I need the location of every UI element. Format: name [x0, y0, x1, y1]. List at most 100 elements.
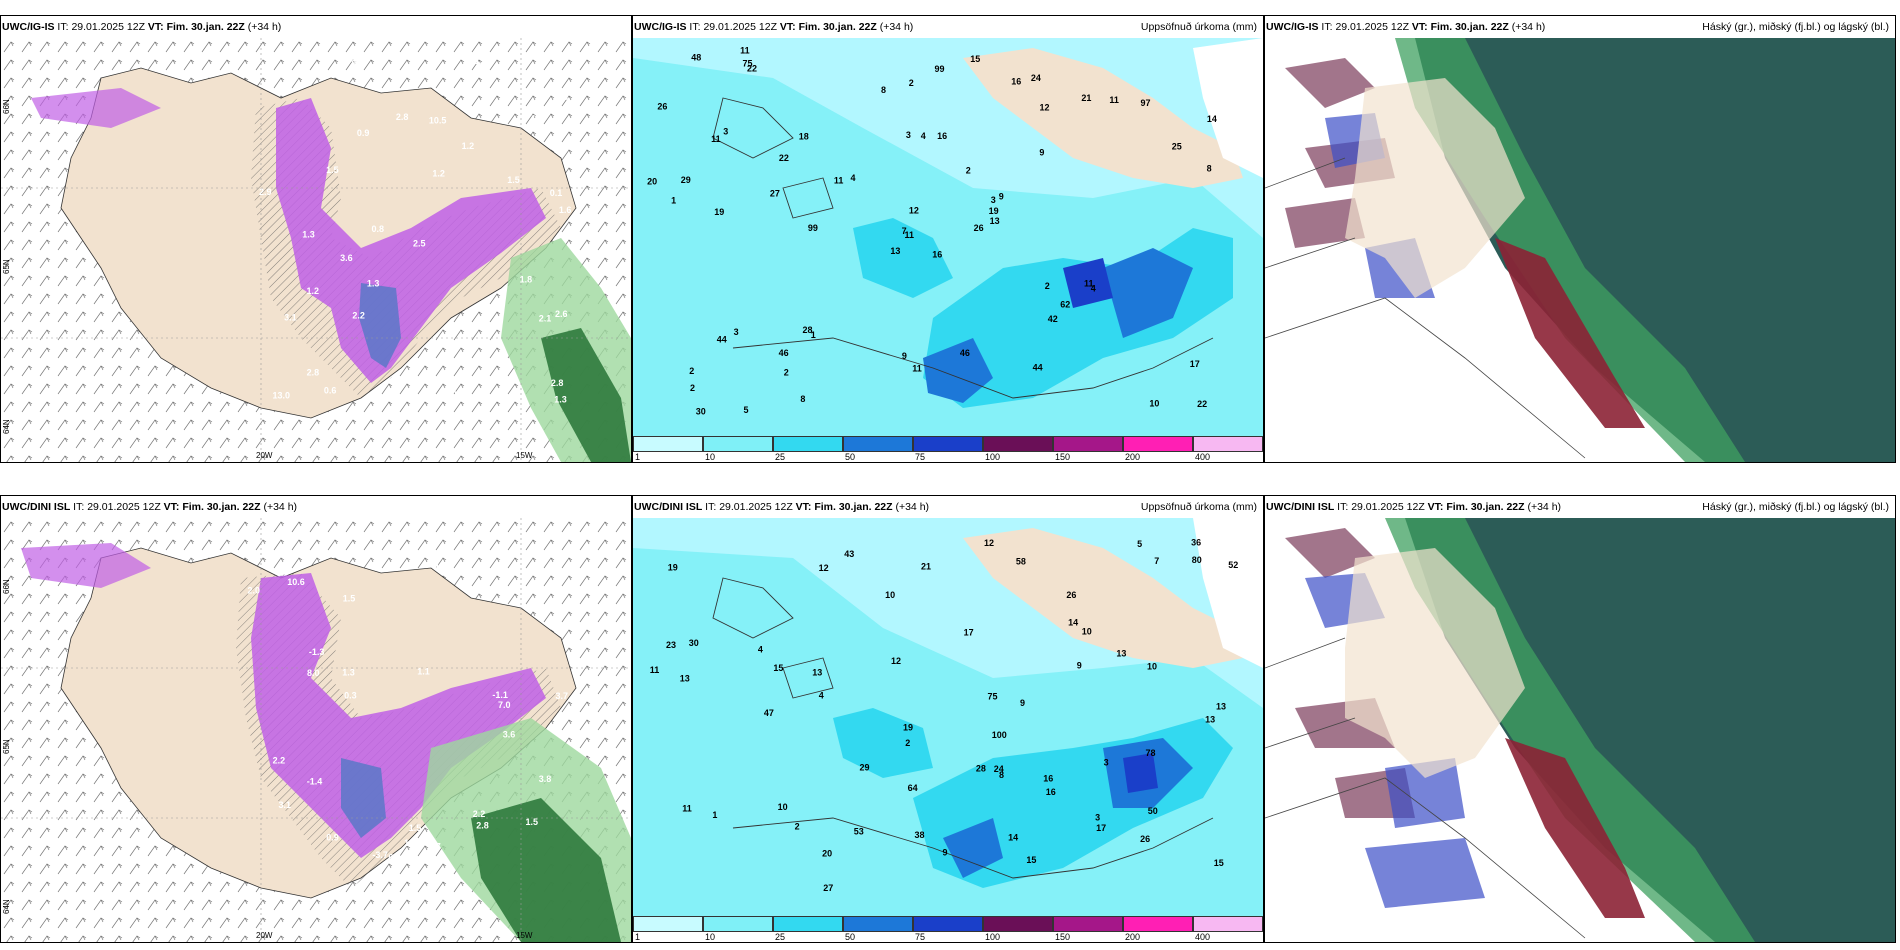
value-label: 3: [991, 195, 996, 205]
high-cloud: [1495, 238, 1645, 428]
value-label: 3.8: [539, 774, 552, 784]
value-label: 38: [915, 830, 925, 840]
value-label: 21: [921, 562, 931, 572]
coast-south: [732, 337, 1214, 399]
value-label: 4.0: [445, 874, 458, 884]
value-label: 13: [890, 246, 900, 256]
value-label: 0.1: [550, 188, 563, 198]
legend-swatch: [1123, 916, 1193, 932]
value-label: 50: [1148, 806, 1158, 816]
value-label: 4: [819, 690, 824, 700]
value-label: 3.1: [284, 313, 297, 323]
value-label: 1.8: [404, 838, 417, 848]
value-label: 1.5: [430, 855, 443, 865]
value-label: 11: [740, 45, 750, 55]
coast-west: [712, 577, 834, 699]
value-label: 3.7: [556, 691, 569, 701]
value-label: 2: [689, 366, 694, 376]
value-label: 10: [1082, 627, 1092, 637]
value-label: 3: [1104, 758, 1109, 768]
value-label: 78: [1146, 748, 1156, 758]
value-label: 15.0: [439, 389, 457, 399]
legend-label: 10: [705, 452, 716, 462]
value-label: 0.9: [357, 128, 370, 138]
legend-swatch: [913, 916, 983, 932]
value-label: 2.9: [259, 187, 272, 197]
value-label: 16: [932, 250, 942, 260]
value-label: 24: [1031, 73, 1041, 83]
value-label: 11: [834, 176, 844, 186]
value-label: 27: [770, 189, 780, 199]
precip-map: 15 12 10 4 13 14 13 4 2 2 1 23 19 24 9 5 13 7 3 10 3 8 20 17 9 10…: [633, 518, 1263, 916]
legend-swatch: [1053, 916, 1123, 932]
value-label: 2.8: [551, 378, 564, 388]
legend-label: 150: [1055, 452, 1071, 462]
lat-label: 65N: [2, 259, 11, 274]
lat-label: 64N: [2, 899, 11, 914]
value-label: 53: [854, 827, 864, 837]
value-label: 19: [989, 206, 999, 216]
value-label: 0.5: [434, 561, 447, 571]
value-label: 62: [1060, 300, 1070, 310]
value-label: 4: [1091, 283, 1096, 293]
panel-header: UWC/DINI ISL IT: 29.01.2025 12Z VT: Fim.…: [1265, 496, 1895, 518]
value-label: 16: [1043, 774, 1053, 784]
legend-label: 200: [1125, 932, 1141, 942]
value-label: 5: [1137, 539, 1142, 549]
value-label: 26: [1140, 834, 1150, 844]
value-label: 29: [860, 763, 870, 773]
value-label: 24: [994, 764, 1004, 774]
wind-labels: -3.7 1.5 1.1 2.0 3.7 3.1 1.8 2.2 -1.1 -1.3 -1.4 1.5…: [248, 561, 569, 885]
legend-label: 100: [985, 932, 1001, 942]
value-label: 9: [1020, 698, 1025, 708]
value-label: 18: [799, 131, 809, 141]
value-label: 9: [902, 351, 907, 361]
green-core: [471, 798, 621, 942]
value-label: 13: [1216, 702, 1226, 712]
panel-dini-precip: UWC/DINI ISL IT: 29.01.2025 12Z VT: Fim.…: [632, 495, 1264, 943]
legend-label: 10: [705, 932, 716, 942]
panel-igis-wind: UWC/IG-IS IT: 29.01.2025 12Z VT: Fim. 30…: [0, 15, 632, 463]
precip-75: [1063, 258, 1113, 308]
legend-swatch: [1123, 436, 1193, 452]
value-label: 8: [800, 394, 805, 404]
value-label: 4: [921, 131, 926, 141]
lat-label: 65N: [2, 739, 11, 754]
panel-header: UWC/IG-IS IT: 29.01.2025 12Z VT: Fim. 30…: [1265, 16, 1895, 38]
value-label: 7: [1154, 556, 1159, 566]
green-core: [541, 328, 631, 462]
value-label: 10: [885, 590, 895, 600]
value-label: -1.1: [492, 690, 508, 700]
value-label: 28: [803, 325, 813, 335]
value-label: 3: [1095, 813, 1100, 823]
value-label: 13: [990, 216, 1000, 226]
value-label: 2.2: [352, 311, 365, 321]
value-label: 1: [671, 196, 676, 206]
panel-igis-precip: UWC/IG-IS IT: 29.01.2025 12Z VT: Fim. 30…: [632, 15, 1264, 463]
value-label: 7: [902, 226, 907, 236]
value-label: 1.1: [417, 667, 430, 677]
panel-dini-wind: UWC/DINI ISL IT: 29.01.2025 12Z VT: Fim.…: [0, 495, 632, 943]
value-label: 0.8: [372, 224, 385, 234]
precip-map: 16 11 11 2 3 1 24 16 12 26 22 22 19 14 13 9 5 3 2 3 4 2 2 4 9 4 3 2…: [633, 38, 1263, 436]
value-label: 1: [811, 330, 816, 340]
lat-label: 66N: [2, 99, 11, 114]
legend-swatch: [633, 436, 703, 452]
panel-title: Háský (gr.), miðský (fj.bl.) og lágský (…: [1702, 501, 1889, 513]
precip-legend: 1 10 25 50 75 100 150 200 400: [633, 436, 1263, 462]
legend-label: 100: [985, 452, 1001, 462]
value-label: 10.6: [287, 577, 305, 587]
value-label: 26: [657, 101, 667, 111]
value-label: 13.0: [273, 391, 291, 401]
value-label: 12: [891, 656, 901, 666]
value-label: 2.6: [555, 309, 568, 319]
coast-west: [712, 97, 834, 219]
high-cloud-west: [1285, 528, 1415, 818]
value-label: 2: [690, 383, 695, 393]
value-label: 3.6: [503, 729, 516, 739]
lat-label: 66N: [2, 579, 11, 594]
legend-swatch: [773, 916, 843, 932]
blue-core: [359, 283, 401, 368]
land-west: [1345, 548, 1525, 778]
panel-header: UWC/IG-IS IT: 29.01.2025 12Z VT: Fim. 30…: [2, 21, 282, 33]
